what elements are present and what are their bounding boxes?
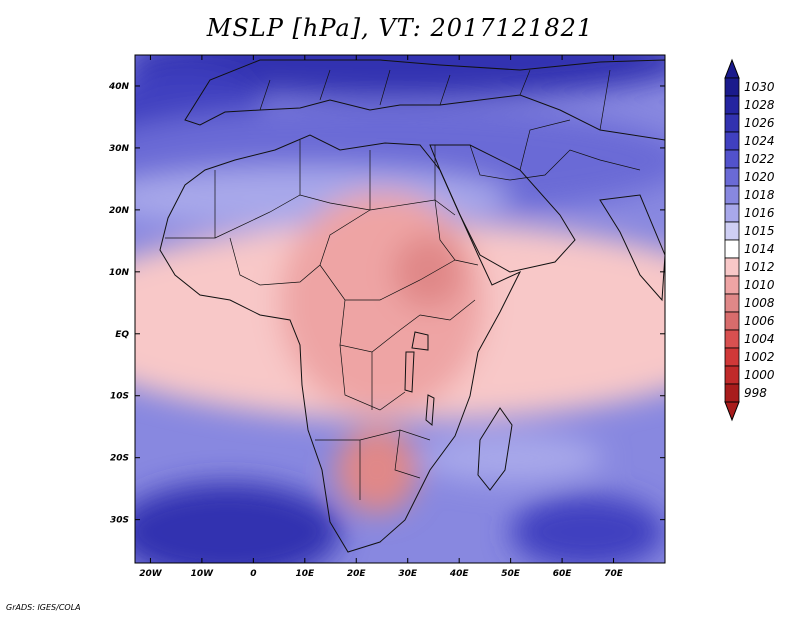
country-borders bbox=[165, 69, 641, 500]
madagascar-outline bbox=[477, 407, 513, 491]
grads-credit: GrADS: IGES/COLA bbox=[6, 603, 81, 612]
colorbar-swatch bbox=[724, 329, 740, 349]
y-tick-label: 10N bbox=[109, 268, 130, 278]
arabia-outline bbox=[429, 144, 576, 273]
x-axis: 20W 10W 0 10E 20E 30E 40E 50E 60E 70E bbox=[139, 55, 624, 579]
colorbar-swatch bbox=[724, 275, 740, 295]
x-tick-label: 30E bbox=[398, 569, 418, 579]
colorbar-label: 998 bbox=[744, 386, 767, 400]
x-tick-label: 20W bbox=[139, 569, 163, 579]
colorbar-label: 1015 bbox=[744, 224, 775, 238]
lake-tanganyika-outline bbox=[404, 351, 415, 393]
border-west-africa bbox=[229, 209, 371, 286]
x-tick-label: 0 bbox=[250, 569, 256, 579]
colorbar-swatch bbox=[724, 113, 740, 133]
colorbar-swatch bbox=[724, 185, 740, 205]
border-middle-east bbox=[469, 119, 641, 181]
colorbar-swatch bbox=[724, 257, 740, 277]
colorbar-swatch bbox=[724, 77, 740, 97]
colorbar-swatch bbox=[724, 203, 740, 223]
y-axis: 40N 30N 20N 10N EQ 10S 20S 30S bbox=[108, 82, 665, 526]
colorbar-swatch bbox=[724, 293, 740, 313]
field-zone-south-atlantic-high bbox=[135, 482, 341, 563]
y-tick-label: 40N bbox=[108, 82, 130, 92]
india-outline bbox=[599, 194, 665, 302]
x-tick-label: 20E bbox=[347, 569, 367, 579]
x-tick-label: 50E bbox=[501, 569, 521, 579]
colorbar-swatch bbox=[724, 383, 740, 403]
x-tick-label: 10W bbox=[191, 569, 215, 579]
y-tick-label: 30S bbox=[110, 516, 129, 526]
colorbar-swatch bbox=[724, 311, 740, 331]
colorbar-swatch bbox=[724, 167, 740, 187]
colorbar-swatch bbox=[724, 149, 740, 169]
x-tick-label: 10E bbox=[295, 569, 315, 579]
border-south bbox=[315, 429, 431, 500]
colorbar-label: 1024 bbox=[744, 134, 775, 148]
y-tick-label: 30N bbox=[109, 144, 130, 154]
border-central-north bbox=[299, 140, 436, 210]
colorbar-label: 1030 bbox=[744, 80, 775, 94]
coastline-outlines bbox=[159, 59, 665, 553]
colorbar-label: 1020 bbox=[744, 170, 775, 184]
colorbar-label: 1012 bbox=[744, 260, 775, 274]
y-tick-label: 20N bbox=[109, 206, 130, 216]
colorbar-bottom-arrow bbox=[724, 401, 740, 422]
colorbar-swatch bbox=[724, 131, 740, 151]
y-tick-label: 20S bbox=[110, 454, 129, 464]
border-east bbox=[419, 199, 479, 321]
y-tick-label: 10S bbox=[110, 392, 129, 402]
colorbar-label: 1002 bbox=[744, 350, 775, 364]
border-europe bbox=[259, 69, 611, 131]
colorbar-label: 1006 bbox=[744, 314, 775, 328]
colorbar-label: 1016 bbox=[744, 206, 775, 220]
x-tick-label: 70E bbox=[604, 569, 624, 579]
x-tick-label: 60E bbox=[553, 569, 573, 579]
colorbar-label: 1028 bbox=[744, 98, 775, 112]
colorbar-swatch bbox=[724, 221, 740, 241]
europe-outline bbox=[184, 59, 665, 141]
field-zone-equatorial-trough bbox=[279, 191, 485, 415]
colorbar-top-arrow bbox=[724, 58, 740, 79]
colorbar-label: 1018 bbox=[744, 188, 775, 202]
y-tick-label: EQ bbox=[115, 330, 129, 340]
colorbar-label: 1000 bbox=[744, 368, 775, 382]
field-zone-east-africa-low bbox=[392, 234, 465, 309]
chart-title: MSLP [hPa], VT: 2017121821 bbox=[206, 14, 594, 42]
colorbar: 1030 1028 1026 1024 1022 1020 1018 1016 1015 1014… bbox=[724, 58, 775, 422]
lake-malawi-outline bbox=[425, 394, 435, 427]
plot-frame bbox=[134, 54, 666, 564]
border-drc bbox=[339, 344, 406, 411]
colorbar-label: 1004 bbox=[744, 332, 775, 346]
colorbar-label: 1026 bbox=[744, 116, 775, 130]
africa-coastline bbox=[159, 134, 522, 553]
lake-victoria-outline bbox=[411, 331, 429, 351]
colorbar-label: 1022 bbox=[744, 152, 775, 166]
colorbar-label: 1008 bbox=[744, 296, 775, 310]
field-zone-mozambique-ridge bbox=[418, 432, 604, 483]
colorbar-label: 1010 bbox=[744, 278, 775, 292]
colorbar-swatch bbox=[724, 347, 740, 367]
colorbar-swatch bbox=[724, 239, 740, 259]
x-tick-label: 40E bbox=[449, 569, 470, 579]
field-zone-south-indian-high bbox=[510, 494, 665, 563]
colorbar-swatch bbox=[724, 365, 740, 385]
colorbar-label: 1014 bbox=[744, 242, 775, 256]
colorbar-swatch bbox=[724, 95, 740, 115]
pressure-field bbox=[135, 55, 665, 563]
